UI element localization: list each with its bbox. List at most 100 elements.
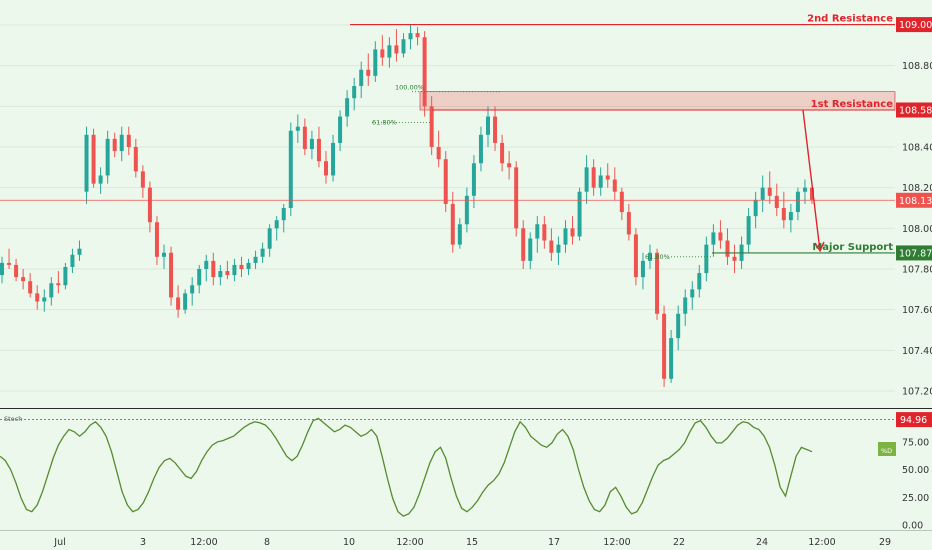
candle [309, 130, 314, 160]
level-price-badge [896, 245, 932, 261]
level-label: Major Support [812, 242, 893, 253]
candle [774, 183, 779, 217]
candle [436, 130, 441, 168]
candle-body [577, 191, 582, 237]
candle-body [309, 138, 314, 150]
candle [42, 289, 47, 312]
candle-body [42, 297, 47, 302]
candle-body [14, 264, 19, 278]
candle [119, 126, 124, 162]
candle-body [260, 248, 265, 257]
candle [528, 232, 533, 269]
candle-body [415, 33, 420, 38]
candle-body [302, 126, 307, 150]
candle [633, 228, 638, 286]
candle-body [563, 228, 568, 245]
candle [331, 134, 336, 182]
time-tick-label: 22 [673, 537, 685, 548]
candle [471, 155, 476, 208]
candle-body [373, 49, 378, 76]
candle-body [133, 147, 138, 172]
candle-body [162, 252, 166, 257]
candle [232, 258, 237, 282]
candle-body [422, 37, 427, 107]
panel-divider [0, 408, 932, 409]
candle-body [732, 256, 737, 261]
candle [35, 285, 40, 310]
candle-body [288, 130, 293, 208]
fib-label: 61.80% [372, 119, 397, 127]
candle [648, 244, 652, 269]
candle [56, 271, 61, 294]
candle-body [253, 256, 258, 263]
candle [612, 167, 617, 200]
candle [486, 106, 490, 147]
candle-body [774, 195, 779, 208]
level-price-value: 107.879 [899, 248, 932, 259]
stoch-tick-label: 75.00 [902, 437, 929, 448]
candle [366, 53, 371, 86]
candle-body [486, 116, 490, 135]
candle-body [98, 175, 103, 184]
candle-body [394, 45, 399, 54]
candle [84, 126, 89, 204]
candle [133, 138, 138, 178]
candle [211, 252, 216, 286]
candle [605, 163, 610, 188]
candle [640, 252, 645, 290]
time-tick-label: 8 [264, 537, 270, 548]
fib-label: 100.00% [395, 84, 424, 92]
time-tick-label: 3 [140, 537, 146, 548]
candle-body [633, 234, 638, 278]
candle-body [605, 175, 610, 180]
candle [147, 181, 152, 233]
candle-body [760, 187, 765, 200]
stoch-level-badge [896, 412, 932, 428]
candle [626, 203, 631, 241]
stoch-level-value: 94.96 [900, 415, 927, 426]
arrow-head [814, 241, 825, 253]
candle-body [464, 195, 469, 225]
candle [169, 246, 174, 306]
candle-body [126, 134, 131, 147]
time-tick-label: 17 [548, 537, 560, 548]
candle [507, 151, 512, 180]
candle [105, 130, 110, 184]
candle [598, 167, 603, 196]
time-tick-label: 12:00 [396, 537, 423, 548]
price-tick-label: 108.800 [902, 61, 932, 72]
price-tick-label: 108.400 [902, 143, 932, 154]
candle-body [478, 134, 483, 164]
candle-body [246, 262, 251, 269]
candle [767, 171, 772, 204]
candle [274, 216, 279, 241]
candle [556, 236, 561, 265]
candle [345, 90, 350, 127]
candle [683, 289, 688, 326]
candle [802, 179, 807, 204]
level-price-value: 108.138 [899, 196, 932, 207]
price-tick-label: 107.400 [902, 346, 932, 357]
stoch-tick-label: 50.00 [902, 465, 929, 476]
candle [302, 118, 307, 156]
candle [746, 208, 751, 253]
time-tick-label: Jul [53, 537, 65, 548]
time-tick-label: 29 [879, 537, 891, 548]
candle-body [457, 224, 462, 245]
candle [662, 305, 667, 387]
candle-body [450, 203, 455, 245]
candle-body [49, 283, 54, 298]
candle-body [429, 106, 434, 147]
candle-body [154, 222, 159, 257]
candle [126, 126, 131, 156]
candle [267, 224, 272, 257]
candle-body [436, 147, 441, 160]
candle-body [471, 163, 476, 196]
candles [0, 25, 814, 387]
candle-body [788, 212, 793, 221]
time-axis: Jul 3 12:00 8 10 12:00 15 17 12:00 22 24 12:00 29 [53, 537, 891, 548]
candle [204, 254, 209, 282]
price-tick-label: 108.000 [902, 224, 932, 235]
candle-body [225, 271, 230, 276]
